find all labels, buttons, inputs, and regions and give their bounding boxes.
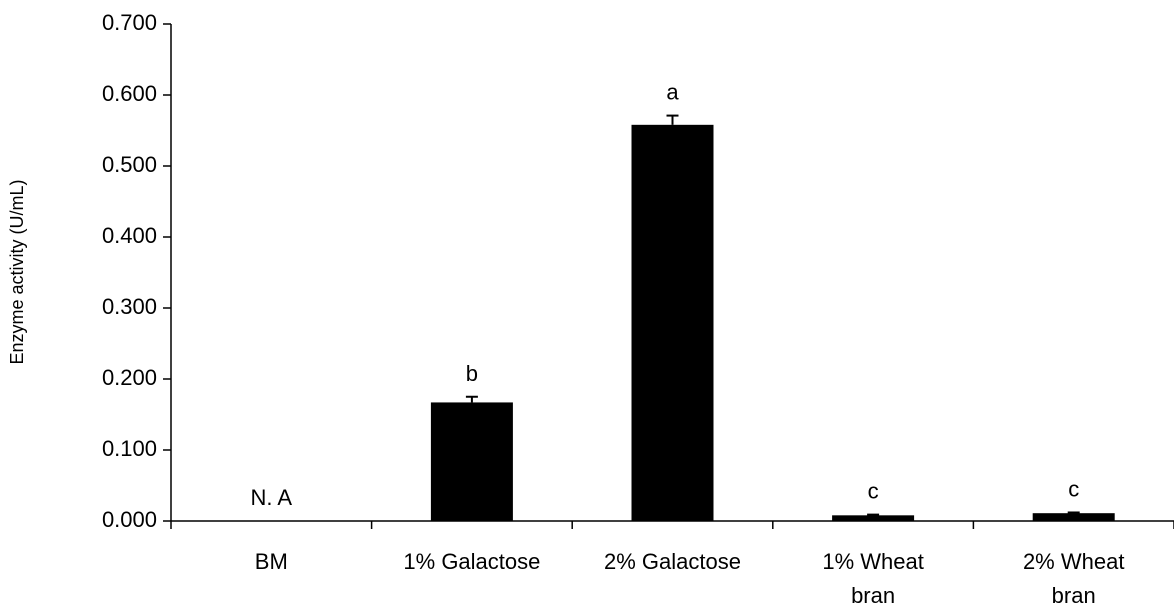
significance-annotations: N. A b a c c (251, 80, 1080, 510)
x-category-label: 2% Galactose (604, 549, 741, 574)
significance-letter: c (868, 479, 879, 504)
bar (832, 515, 915, 521)
y-tick-label: 0.100 (102, 436, 157, 461)
significance-letter: N. A (251, 485, 293, 510)
x-category-label: 2% Wheat (1023, 549, 1125, 574)
bars (430, 124, 1115, 521)
x-axis-ticks (170, 521, 1174, 529)
x-category-label: bran (1052, 583, 1096, 608)
category-labels: BM 1% Galactose 2% Galactose 1% Wheat bran 2%… (255, 549, 1125, 608)
y-tick-label: 0.600 (102, 81, 157, 106)
bar (1032, 513, 1115, 521)
y-tick-label: 0.700 (102, 10, 157, 35)
significance-letter: c (1068, 476, 1079, 501)
error-bars (465, 114, 1080, 516)
significance-letter: b (466, 361, 478, 386)
x-category-label: 1% Galactose (403, 549, 540, 574)
y-tick-label: 0.000 (102, 507, 157, 532)
x-category-label: BM (255, 549, 288, 574)
y-axis-label: Enzyme activity (U/mL) (7, 179, 27, 364)
y-tick-label: 0.400 (102, 223, 157, 248)
x-category-label: 1% Wheat (822, 549, 924, 574)
bar (430, 402, 513, 521)
y-axis-ticks: 0.000 0.100 0.200 0.300 0.400 0.500 0.600 0.700 (102, 10, 171, 532)
x-category-label: bran (851, 583, 895, 608)
y-tick-label: 0.500 (102, 152, 157, 177)
bar (631, 124, 714, 521)
y-tick-label: 0.300 (102, 294, 157, 319)
y-tick-label: 0.200 (102, 365, 157, 390)
significance-letter: a (666, 80, 679, 105)
